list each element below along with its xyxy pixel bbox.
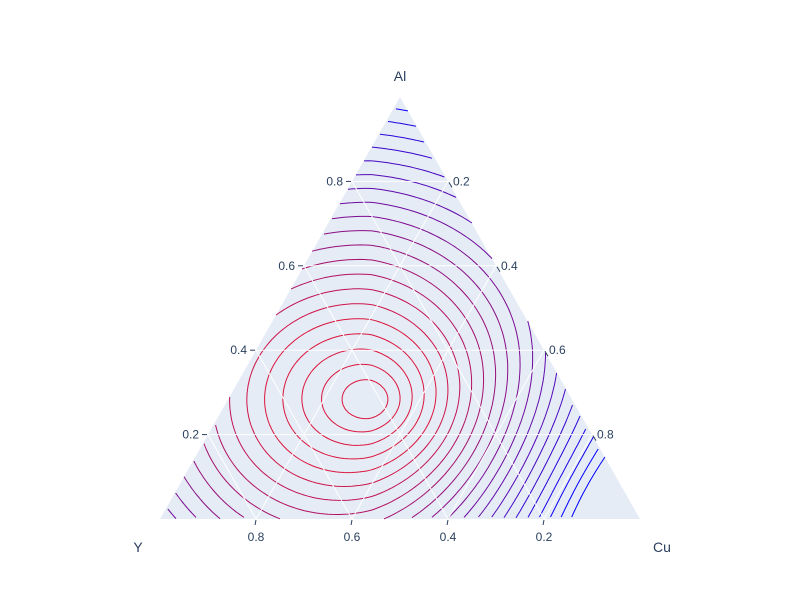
axis-ticks: 0.2 0.2 0.2 0.4 0.4 0.4 0.6 0.6 0.6 0.8 0.8 0.8 [182, 174, 614, 544]
contour-level-13 [167, 201, 534, 520]
tick-cu-0.4 [496, 266, 501, 273]
axis-title-cu: Cu [653, 539, 671, 555]
contour-level-12 [175, 215, 521, 519]
ternary-triangle [160, 97, 640, 519]
contour-level-3 [301, 348, 413, 446]
tick-label-y-0.8: 0.8 [248, 530, 265, 544]
contour-level-18 [379, 133, 581, 518]
tick-label-y-0.2: 0.2 [536, 530, 553, 544]
tick-label-al-0.2: 0.2 [182, 428, 199, 442]
tick-label-cu-0.6: 0.6 [549, 343, 566, 357]
tick-label-y-0.6: 0.6 [344, 530, 361, 544]
contour-lines [167, 108, 606, 520]
axis-title-y: Y [133, 539, 143, 555]
grid-lines [207, 180, 593, 520]
contour-level-20 [395, 108, 594, 518]
contour-level-19 [387, 121, 587, 518]
contour-level-17 [371, 146, 573, 519]
contour-level-11 [183, 230, 509, 520]
grid-y-0.4 [303, 265, 449, 520]
contour-level-1 [341, 379, 389, 420]
tick-label-al-0.6: 0.6 [278, 259, 295, 273]
contour-level-16 [363, 160, 566, 518]
contour-level-6 [246, 303, 449, 487]
contour-level-7 [229, 288, 461, 501]
contour-level-4 [282, 333, 425, 460]
tick-y-0.8 [254, 519, 257, 526]
tick-label-cu-0.2: 0.2 [453, 174, 470, 188]
plot-background [160, 97, 640, 519]
contour-level-22 [571, 456, 606, 518]
tick-label-al-0.4: 0.4 [230, 343, 247, 357]
contour-level-8 [215, 273, 473, 515]
tick-label-y-0.4: 0.4 [440, 530, 457, 544]
axis-title-al: Al [394, 68, 406, 84]
contour-level-2 [321, 363, 401, 433]
tick-y-0.4 [446, 519, 449, 526]
grid-cu-0.8 [543, 434, 593, 520]
tick-label-al-0.8: 0.8 [326, 174, 343, 188]
contour-level-10 [193, 244, 497, 518]
tick-label-cu-0.8: 0.8 [597, 428, 614, 442]
tick-cu-0.2 [448, 182, 453, 188]
tick-cu-0.6 [544, 350, 549, 357]
contour-level-21 [560, 448, 599, 518]
contour-level-5 [264, 318, 437, 474]
tick-y-0.2 [542, 519, 545, 526]
grid-y-0.8 [207, 434, 257, 520]
grid-cu-0.6 [447, 349, 545, 520]
tick-y-0.6 [350, 519, 353, 526]
tick-label-cu-0.4: 0.4 [501, 259, 518, 273]
grid-y-0.6 [255, 349, 353, 520]
grid-cu-0.4 [351, 265, 497, 520]
tick-cu-0.8 [592, 435, 597, 441]
contour-level-15 [355, 174, 558, 518]
